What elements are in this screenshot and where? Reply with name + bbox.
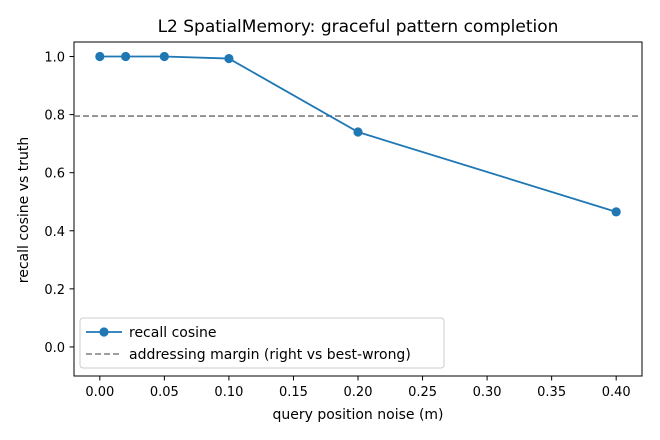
y-tick-label: 0.4: [44, 225, 65, 240]
x-tick-label: 0.05: [150, 385, 179, 400]
y-tick-label: 0.6: [44, 167, 65, 182]
x-tick-label: 0.10: [214, 385, 243, 400]
y-tick-label: 0.2: [44, 283, 65, 298]
y-tick-label: 0.8: [44, 109, 65, 124]
legend-box: [79, 317, 445, 369]
recall-cosine-point: [353, 127, 363, 137]
legend-recall-marker: [99, 327, 109, 337]
plot-area: 0.00 0.05 0.10 0.15 0.20 0.25 0.30 0.35 0.40 0.0 0…: [44, 41, 643, 400]
x-tick-label: 0.30: [473, 385, 502, 400]
x-tick-label: 0.00: [85, 385, 114, 400]
x-tick-label: 0.20: [344, 385, 373, 400]
legend-margin-label: addressing margin (right vs best-wrong): [129, 347, 411, 363]
recall-cosine-point: [121, 51, 131, 62]
recall-cosine-point: [95, 51, 105, 62]
y-tick-label: 0.0: [44, 341, 65, 356]
y-tick-label: 1.0: [44, 51, 65, 66]
x-tick-label: 0.40: [602, 385, 631, 400]
y-axis-label: recall cosine vs truth: [16, 137, 32, 283]
x-tick-label: 0.25: [408, 385, 437, 400]
x-tick-label: 0.35: [537, 385, 566, 400]
chart-title: L2 SpatialMemory: graceful pattern compl…: [158, 17, 559, 37]
recall-cosine-point: [224, 53, 234, 64]
legend: recall cosine addressing margin (right vs…: [79, 317, 445, 369]
legend-recall-label: recall cosine: [129, 325, 217, 341]
x-tick-label: 0.15: [279, 385, 308, 400]
x-axis-label: query position noise (m): [272, 407, 443, 423]
recall-cosine-point: [611, 207, 621, 217]
recall-cosine-point: [159, 51, 169, 62]
